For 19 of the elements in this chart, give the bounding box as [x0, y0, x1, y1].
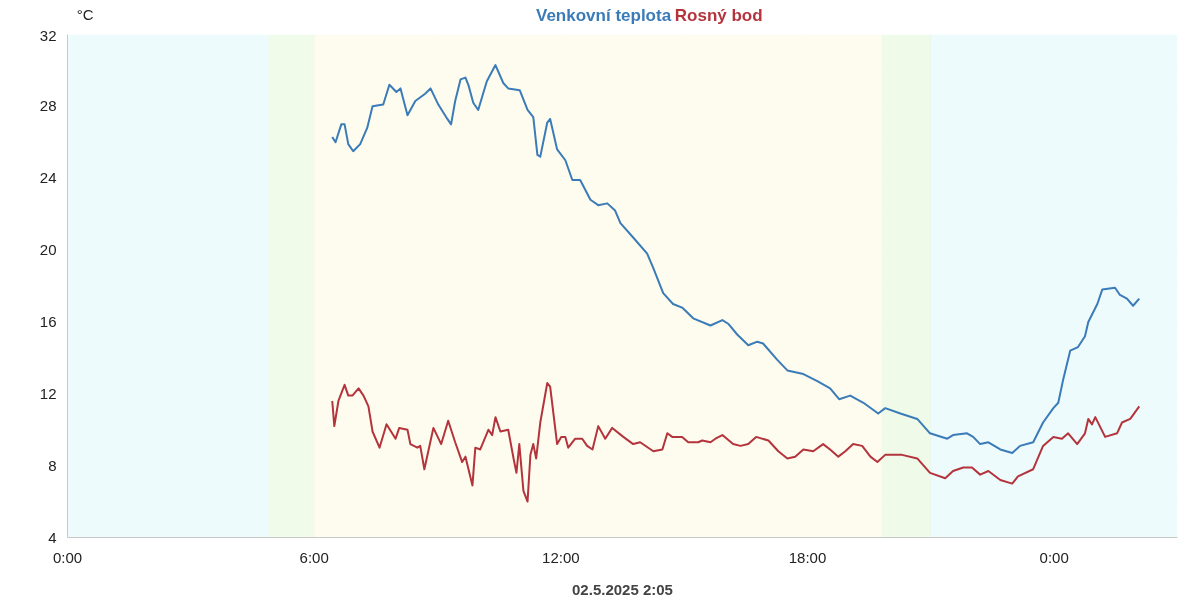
y-tick-label: 20	[39, 241, 57, 259]
y-axis-title: °C	[76, 5, 94, 23]
text: Venkovní teplota	[536, 5, 672, 25]
x-tick-label: 6:00	[299, 548, 329, 566]
y-tick-label: 4	[48, 528, 57, 546]
y-tick-label: 32	[39, 26, 57, 44]
y-tick-label: 16	[39, 312, 57, 330]
y-tick-label: 12	[39, 384, 57, 402]
text: Rosný bod	[674, 5, 763, 25]
y-tick-label: 28	[39, 97, 57, 115]
x-tick-label: 0:00	[1039, 548, 1069, 566]
line-series	[331, 382, 1141, 503]
y-tick-label: 8	[48, 456, 57, 474]
line-series	[331, 64, 1141, 455]
x-tick-label: 12:00	[542, 548, 580, 566]
y-tick-label: 24	[39, 169, 57, 187]
x-tick-label: 0:00	[52, 548, 83, 566]
x-axis-title: 02.5.2025 2:05	[572, 580, 673, 598]
x-tick-label: 18:00	[788, 548, 827, 566]
